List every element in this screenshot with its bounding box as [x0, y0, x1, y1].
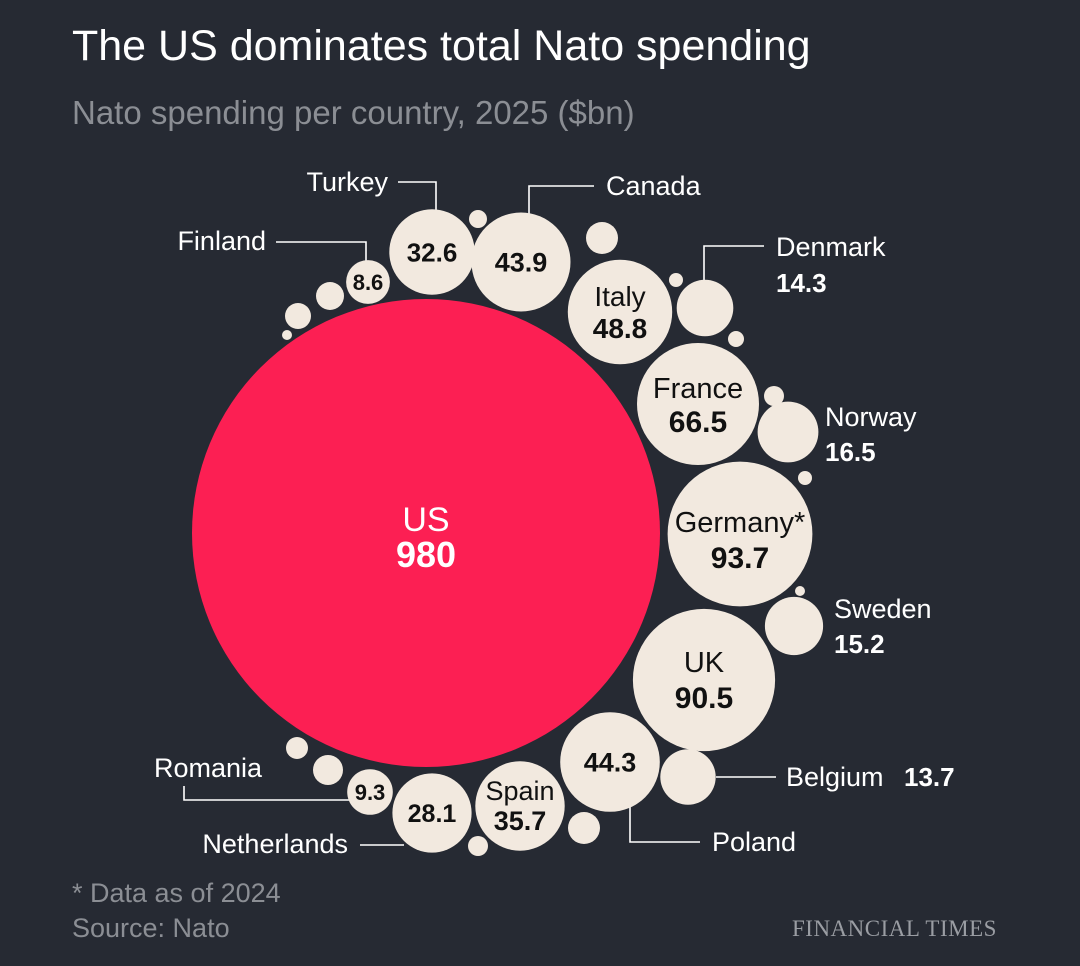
bubble-other-10	[282, 330, 292, 340]
bubble-denmark	[676, 279, 734, 337]
chart-title: The US dominates total Nato spending	[72, 22, 811, 70]
label-value-norway: 16.5	[825, 437, 876, 467]
label-name-norway: Norway	[825, 402, 917, 432]
bubble-other-9	[285, 303, 311, 329]
label-value-belgium: 13.7	[904, 762, 955, 792]
bubble-finland	[346, 260, 390, 304]
bubble-belgium	[660, 749, 716, 805]
leader-denmark	[703, 245, 764, 282]
bubble-italy	[567, 259, 673, 365]
ft-logo: FINANCIAL TIMES	[792, 916, 997, 941]
label-name-romania: Romania	[154, 753, 263, 783]
label-value-germany: 93.7	[711, 542, 769, 575]
bubble-other-4	[728, 331, 744, 347]
bubble-other-6	[798, 471, 812, 485]
bubble-france	[637, 343, 759, 465]
bubble-germany	[667, 461, 813, 607]
footnote: * Data as of 2024	[72, 878, 281, 908]
bubble-us	[192, 299, 660, 767]
bubble-other-12	[313, 755, 343, 785]
bubble-other-2	[469, 210, 487, 228]
bubble-other-3	[669, 273, 683, 287]
leader-turkey	[398, 181, 437, 210]
label-value-italy: 48.8	[593, 313, 648, 344]
label-value-canada: 43.9	[495, 248, 548, 278]
leader-finland	[276, 241, 367, 262]
label-name-italy: Italy	[594, 281, 645, 312]
label-name-us: US	[402, 501, 449, 539]
bubble-turkey	[389, 209, 475, 295]
label-value-denmark: 14.3	[776, 268, 827, 298]
leader-canada	[528, 185, 594, 216]
bubble-other-13	[468, 836, 488, 856]
bubble-canada	[471, 212, 571, 312]
source-note: Source: Nato	[72, 913, 230, 943]
bubble-spain	[475, 761, 565, 851]
bubble-uk	[632, 608, 776, 752]
label-name-turkey: Turkey	[306, 167, 388, 197]
bubble-other-7	[795, 586, 805, 596]
label-name-poland: Poland	[712, 827, 796, 857]
label-name-finland: Finland	[177, 226, 266, 256]
label-value-finland: 8.6	[353, 270, 384, 295]
leader-poland	[629, 806, 700, 843]
label-name-germany: Germany*	[675, 507, 806, 539]
label-value-romania: 9.3	[355, 780, 386, 805]
bubble-netherlands	[392, 773, 472, 853]
label-name-denmark: Denmark	[776, 232, 886, 262]
bubble-other-5	[764, 386, 784, 406]
bubble-poland	[560, 712, 660, 812]
bubbles	[192, 209, 824, 856]
label-value-uk: 90.5	[675, 682, 733, 715]
leader-romania	[183, 786, 350, 801]
label-name-belgium: Belgium	[786, 762, 884, 792]
label-value-spain: 35.7	[494, 806, 547, 836]
label-name-sweden: Sweden	[834, 594, 932, 624]
label-name-canada: Canada	[606, 171, 702, 201]
label-name-uk: UK	[684, 647, 725, 679]
bubble-other-14	[568, 812, 600, 844]
label-value-us: 980	[396, 534, 456, 575]
bubble-norway	[757, 401, 819, 463]
bubble-romania	[347, 769, 393, 815]
bubble-sweden	[764, 596, 824, 656]
label-value-sweden: 15.2	[834, 629, 885, 659]
label-name-netherlands: Netherlands	[202, 829, 348, 859]
label-value-netherlands: 28.1	[408, 800, 457, 828]
label-name-spain: Spain	[485, 776, 554, 806]
bubble-other-11	[286, 737, 308, 759]
chart-subtitle: Nato spending per country, 2025 ($bn)	[72, 94, 635, 131]
bubble-other-1	[586, 222, 618, 254]
bubble-other-8	[316, 282, 344, 310]
label-value-france: 66.5	[669, 406, 727, 439]
label-name-france: France	[653, 373, 743, 405]
leader-lines	[183, 181, 776, 846]
label-value-poland: 44.3	[584, 748, 637, 778]
label-value-turkey: 32.6	[407, 237, 458, 267]
